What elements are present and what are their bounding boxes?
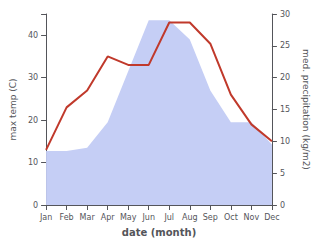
svg-text:Apr: Apr [101,213,116,222]
svg-text:Jan: Jan [39,213,52,222]
svg-text:max temp (C): max temp (C) [8,78,18,140]
svg-text:20: 20 [280,73,290,82]
svg-text:Sep: Sep [203,213,218,222]
svg-text:Oct: Oct [224,213,238,222]
svg-text:5: 5 [280,169,285,178]
svg-text:30: 30 [280,10,290,19]
svg-text:Nov: Nov [244,213,260,222]
svg-text:15: 15 [280,105,290,114]
svg-text:0: 0 [33,201,38,210]
svg-text:Jul: Jul [163,213,174,222]
svg-text:30: 30 [28,73,38,82]
svg-text:Aug: Aug [182,213,198,222]
svg-text:10: 10 [280,137,290,146]
svg-text:20: 20 [28,116,38,125]
svg-text:Mar: Mar [80,213,96,222]
svg-text:Jun: Jun [141,213,155,222]
svg-text:10: 10 [28,158,38,167]
svg-text:Dec: Dec [264,213,279,222]
svg-text:May: May [120,213,137,222]
svg-text:med. precipitation (kg/m2): med. precipitation (kg/m2) [301,49,311,170]
svg-text:Feb: Feb [60,213,74,222]
svg-text:date (month): date (month) [122,227,196,238]
svg-text:25: 25 [280,41,290,50]
svg-text:0: 0 [280,201,285,210]
svg-text:40: 40 [28,31,38,40]
